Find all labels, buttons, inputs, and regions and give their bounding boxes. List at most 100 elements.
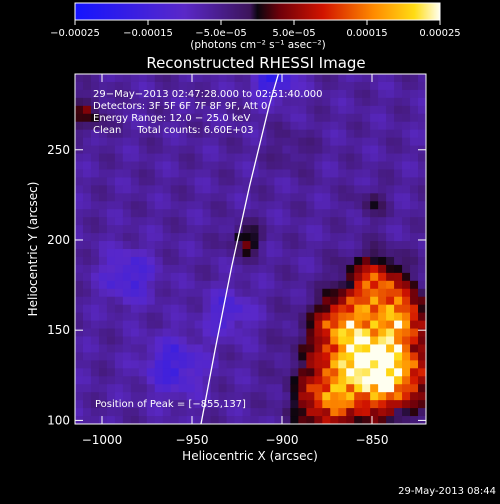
heatmap-cell xyxy=(218,177,228,186)
heatmap-cell xyxy=(338,185,347,194)
heatmap-cell xyxy=(138,233,148,242)
heatmap-cell xyxy=(362,400,371,409)
heatmap-cell xyxy=(98,137,108,147)
heatmap-cell xyxy=(154,304,164,314)
heatmap-cell xyxy=(106,296,116,306)
heatmap-cell xyxy=(178,256,188,266)
heatmap-cell xyxy=(258,105,268,115)
heatmap-cell xyxy=(154,105,164,115)
heatmap-cell xyxy=(138,209,148,218)
heatmap-cell xyxy=(322,193,331,202)
heatmap-cell xyxy=(330,137,339,147)
heatmap-cell xyxy=(378,89,387,99)
heatmap-cell xyxy=(170,400,180,409)
heatmap-cell xyxy=(98,217,108,226)
heatmap-cell xyxy=(250,129,260,139)
heatmap-cell xyxy=(290,81,299,91)
heatmap-cell xyxy=(242,416,252,424)
heatmap-cell xyxy=(314,97,323,107)
heatmap-cell xyxy=(138,105,148,115)
heatmap-cell xyxy=(178,280,188,290)
heatmap-cell xyxy=(210,185,220,194)
heatmap-cell xyxy=(130,328,140,338)
heatmap-cell xyxy=(90,113,100,123)
heatmap-cell xyxy=(290,288,299,298)
heatmap-cell xyxy=(386,360,395,369)
heatmap-cell xyxy=(386,344,395,353)
heatmap-cell xyxy=(322,288,331,298)
heatmap-cell xyxy=(330,161,339,171)
heatmap-cell xyxy=(98,241,108,250)
heatmap-cell xyxy=(274,161,284,171)
heatmap-cell xyxy=(162,320,172,330)
heatmap-cell xyxy=(170,81,180,91)
heatmap-cell xyxy=(98,352,108,361)
heatmap-cell xyxy=(306,233,315,242)
heatmap-cell xyxy=(378,352,387,361)
heatmap-cell xyxy=(122,153,132,163)
heatmap-cell xyxy=(362,296,371,306)
heatmap-cell xyxy=(282,312,291,322)
heatmap-cell xyxy=(410,209,419,218)
heatmap-cell xyxy=(418,344,426,353)
heatmap-cell xyxy=(274,328,284,338)
heatmap-cell xyxy=(186,89,196,99)
heatmap-cell xyxy=(418,328,426,338)
heatmap-cell xyxy=(242,105,252,115)
heatmap-cell xyxy=(314,74,323,83)
heatmap-cell xyxy=(314,408,323,417)
heatmap-cell xyxy=(178,376,188,385)
heatmap-cell xyxy=(202,280,212,290)
heatmap-cell xyxy=(202,392,212,401)
heatmap-cell xyxy=(202,201,212,210)
heatmap-cell xyxy=(226,344,236,353)
heatmap-cell xyxy=(178,74,188,83)
heatmap-cell xyxy=(90,344,100,353)
heatmap-cell xyxy=(386,105,395,115)
heatmap-cell xyxy=(386,89,395,99)
heatmap-cell xyxy=(218,233,228,242)
heatmap-cell xyxy=(362,360,371,369)
heatmap-cell xyxy=(90,74,100,83)
heatmap-cell xyxy=(378,153,387,163)
heatmap-cell xyxy=(178,328,188,338)
heatmap-cell xyxy=(114,177,124,186)
heatmap-cell xyxy=(154,209,164,218)
heatmap-cell xyxy=(338,400,347,409)
heatmap-cell xyxy=(130,217,140,226)
heatmap-cell xyxy=(378,288,387,298)
heatmap-cell xyxy=(242,225,252,234)
heatmap-cell xyxy=(250,312,260,322)
heatmap-cell xyxy=(314,129,323,139)
heatmap-cell xyxy=(362,81,371,91)
heatmap-cell xyxy=(258,145,268,155)
heatmap-cell xyxy=(410,145,419,155)
heatmap-cell xyxy=(410,256,419,266)
heatmap-cell xyxy=(354,97,363,107)
heatmap-cell xyxy=(194,288,204,298)
heatmap-cell xyxy=(314,256,323,266)
heatmap-cell xyxy=(154,241,164,250)
heatmap-cell xyxy=(122,280,132,290)
heatmap-cell xyxy=(362,272,371,282)
heatmap-cell xyxy=(130,368,140,377)
heatmap-cell xyxy=(162,74,172,83)
heatmap-cell xyxy=(298,256,307,266)
heatmap-cell xyxy=(146,296,156,306)
heatmap-cell xyxy=(194,89,204,99)
heatmap-cell xyxy=(386,161,395,171)
heatmap-cell xyxy=(138,201,148,210)
heatmap-cell xyxy=(178,169,188,178)
heatmap-cell xyxy=(194,129,204,139)
heatmap-cell xyxy=(82,408,92,417)
heatmap-cell xyxy=(106,249,116,258)
heatmap-cell xyxy=(258,177,268,186)
heatmap-cell xyxy=(266,320,276,330)
heatmap-cell xyxy=(218,153,228,163)
heatmap-cell xyxy=(258,400,268,409)
heatmap-cell xyxy=(282,392,291,401)
heatmap-cell xyxy=(362,105,371,115)
heatmap-cell xyxy=(330,376,339,385)
heatmap-cell xyxy=(226,408,236,417)
heatmap-cell xyxy=(266,121,276,131)
